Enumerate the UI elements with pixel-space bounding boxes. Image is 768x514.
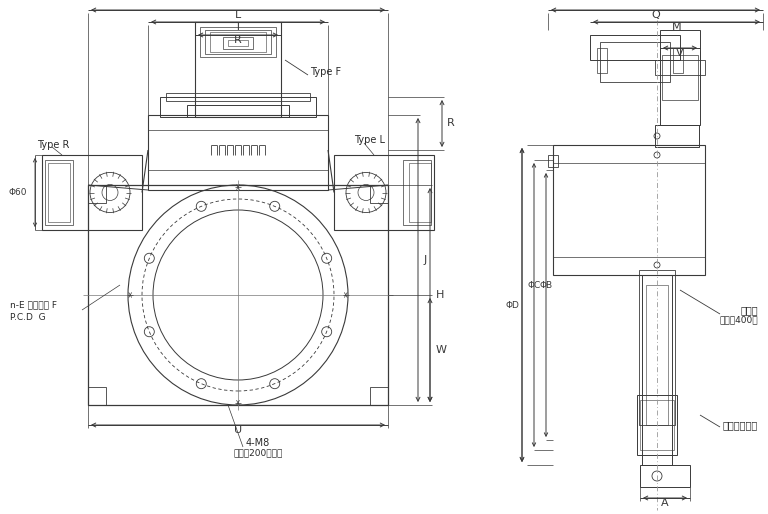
Bar — [48, 163, 70, 222]
Text: T: T — [235, 22, 241, 32]
Bar — [370, 387, 388, 405]
Bar — [200, 27, 276, 57]
Text: 補強板: 補強板 — [740, 305, 758, 315]
Bar — [334, 155, 434, 230]
Text: Q: Q — [651, 10, 660, 20]
Bar — [640, 465, 690, 487]
Text: n-E ネジ深さ F: n-E ネジ深さ F — [10, 301, 57, 309]
Bar — [639, 270, 675, 425]
Text: Type F: Type F — [310, 67, 341, 77]
Text: M: M — [672, 22, 681, 32]
Text: （口径400）: （口径400） — [720, 316, 758, 324]
Bar — [148, 115, 328, 190]
Bar — [223, 37, 253, 49]
Bar — [600, 42, 670, 82]
Bar — [597, 48, 607, 73]
Text: R: R — [447, 119, 455, 128]
Bar — [88, 185, 106, 203]
Bar — [45, 160, 73, 225]
Text: A: A — [661, 498, 669, 508]
Bar — [409, 163, 431, 222]
Bar — [195, 22, 281, 117]
Text: Type R: Type R — [37, 140, 69, 150]
Bar — [205, 30, 271, 54]
Bar — [553, 145, 705, 275]
Text: U: U — [234, 425, 242, 435]
Bar — [42, 155, 142, 230]
Bar — [166, 93, 310, 101]
Text: Type L: Type L — [354, 135, 385, 145]
Text: ΦD: ΦD — [505, 301, 519, 309]
Bar — [655, 60, 705, 75]
Text: W: W — [436, 345, 447, 355]
Text: （口径200以上）: （口径200以上） — [233, 449, 283, 457]
Bar — [88, 185, 388, 405]
Bar — [187, 105, 289, 117]
Bar — [403, 160, 431, 225]
Text: ΦC: ΦC — [528, 281, 541, 289]
Bar — [637, 395, 677, 455]
Text: V: V — [676, 48, 684, 58]
Bar — [228, 40, 248, 46]
Text: シールサイド: シールサイド — [723, 420, 758, 430]
Bar — [370, 185, 388, 203]
Bar — [673, 48, 683, 73]
Bar — [646, 285, 668, 425]
Text: R: R — [234, 35, 242, 45]
Bar — [655, 125, 699, 147]
Bar — [590, 35, 680, 60]
Bar — [662, 55, 698, 100]
Text: Φ60: Φ60 — [8, 188, 27, 197]
Text: J: J — [424, 255, 427, 265]
Bar — [210, 32, 266, 52]
Bar — [160, 97, 316, 117]
Bar — [660, 30, 700, 125]
Text: 4-M8: 4-M8 — [246, 438, 270, 448]
Bar — [642, 275, 672, 465]
Bar — [640, 400, 674, 450]
Text: P.C.D  G: P.C.D G — [10, 313, 45, 321]
Bar — [88, 387, 106, 405]
Text: L: L — [235, 10, 241, 20]
Text: ΦB: ΦB — [539, 281, 552, 289]
Text: H: H — [436, 290, 445, 300]
Bar — [548, 155, 558, 167]
